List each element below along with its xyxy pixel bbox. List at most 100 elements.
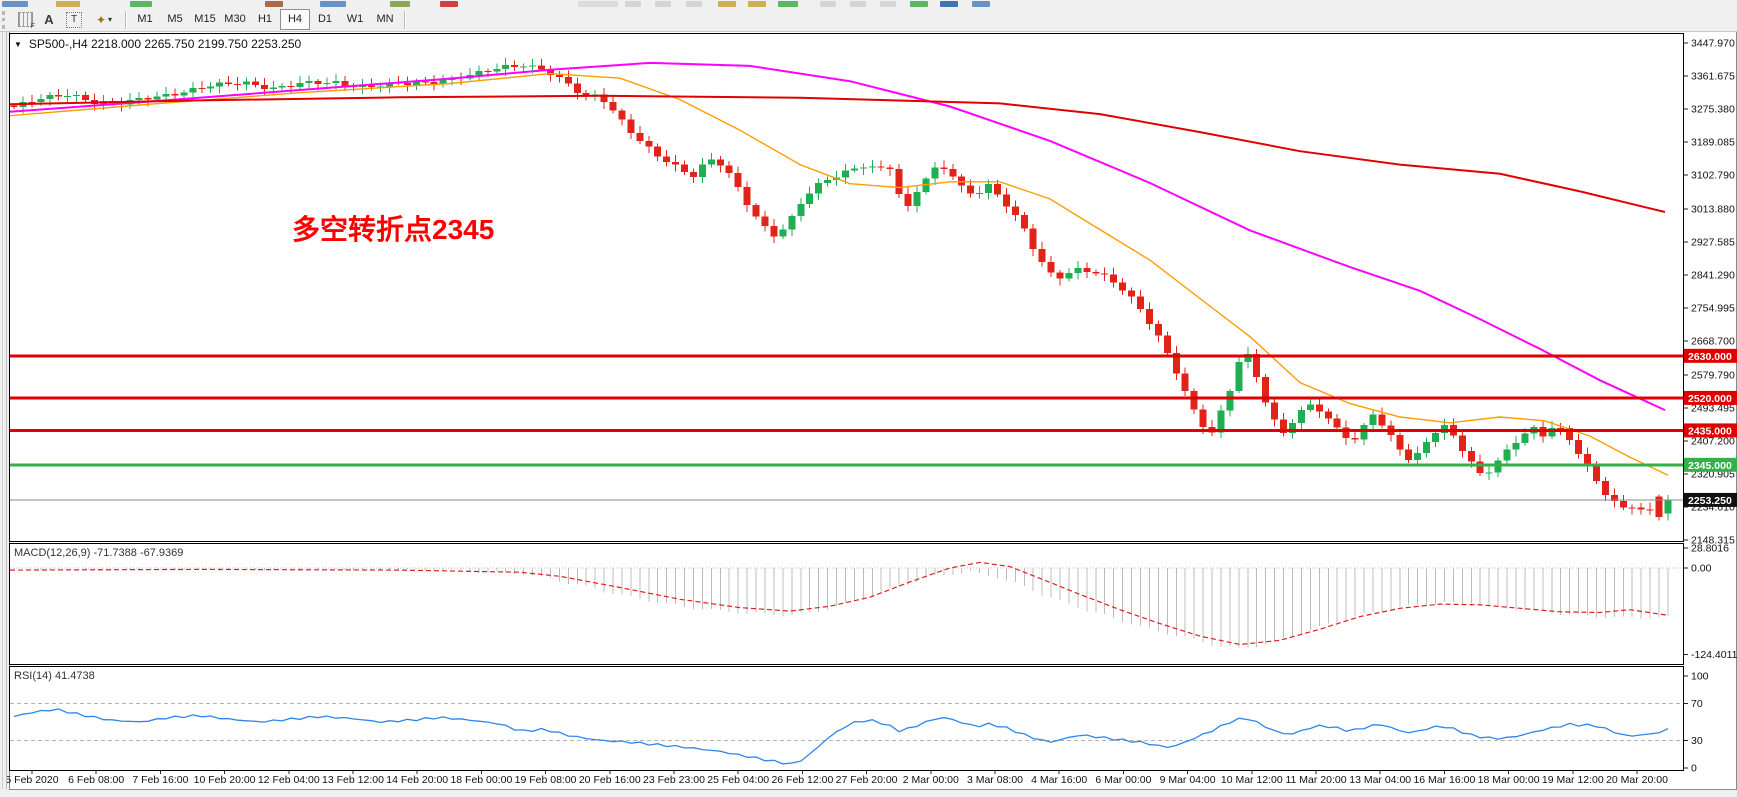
toolbar-icon-fragment[interactable] xyxy=(390,1,410,7)
toolbar-icon-fragment[interactable] xyxy=(56,1,80,7)
timeframe-button-w1[interactable]: W1 xyxy=(346,13,364,25)
toolbar-grip[interactable] xyxy=(2,10,13,29)
time-axis-label: 13 Mar 04:00 xyxy=(1349,774,1411,786)
toolbar-icon-fragment[interactable] xyxy=(655,1,671,7)
timeframe-button-d1[interactable]: D1 xyxy=(317,13,333,25)
cursor-grid-icon[interactable]: F xyxy=(15,10,35,30)
price-axis-label: 2579.790 xyxy=(1691,370,1735,382)
timeframe-button-m30[interactable]: M30 xyxy=(224,13,246,25)
timeframe-button-h4[interactable]: H4 xyxy=(280,9,310,30)
timeframe-button-h1[interactable]: H1 xyxy=(257,13,273,25)
time-axis-label: 6 Mar 00:00 xyxy=(1095,774,1151,786)
toolbar-icon-fragment[interactable] xyxy=(940,1,958,7)
time-axis-label: 18 Mar 00:00 xyxy=(1478,774,1540,786)
price-axis-label: 2668.700 xyxy=(1691,336,1735,348)
toolbar-icon-fragment[interactable] xyxy=(778,1,798,7)
macd-signal-line xyxy=(9,561,1669,646)
chart-annotation-text[interactable]: 多空转折点2345 xyxy=(292,214,495,245)
price-axis-label: 2841.290 xyxy=(1691,270,1735,282)
macd-axis-label: 0.00 xyxy=(1691,563,1712,575)
time-axis-label: 13 Feb 12:00 xyxy=(322,774,384,786)
toolbar: F A T ✦ ▾ M1 M5 M15 M30 H1 H4 D1 W1 MN xyxy=(0,8,1737,32)
time-axis-label: 16 Mar 16:00 xyxy=(1413,774,1475,786)
ma-red-line xyxy=(9,94,1666,213)
toolbar-icon-fragment[interactable] xyxy=(718,1,736,7)
toolbar-separator xyxy=(404,10,405,29)
toolbar-icon-fragment[interactable] xyxy=(578,1,618,7)
time-axis-label: 20 Mar 20:00 xyxy=(1606,774,1668,786)
price-axis-label: 3275.380 xyxy=(1691,104,1735,116)
grid-f-label: F xyxy=(30,23,35,30)
price-axis-label: 3447.970 xyxy=(1691,38,1735,50)
toolbar-icon-fragment[interactable] xyxy=(820,1,836,7)
price-axis-label: 2754.995 xyxy=(1691,303,1735,315)
toolbar-icon-fragment[interactable] xyxy=(972,1,990,7)
price-tag: 2520.000 xyxy=(1684,390,1737,405)
time-axis-label: 19 Mar 12:00 xyxy=(1542,774,1604,786)
price-axis-label: 2493.495 xyxy=(1691,403,1735,415)
timeframe-button-m1[interactable]: M1 xyxy=(137,13,153,25)
macd-axis-label: -124.4011 xyxy=(1691,649,1737,661)
timeframe-button-m5[interactable]: M5 xyxy=(167,13,183,25)
rsi-indicator-label: RSI(14) 41.4738 xyxy=(14,670,95,682)
rsi-axis-label: 30 xyxy=(1691,735,1703,747)
price-axis-label: 3189.085 xyxy=(1691,137,1735,149)
toolbar-icon-fragment[interactable] xyxy=(2,1,28,7)
macd-panel[interactable] xyxy=(9,543,1684,665)
dock-edge xyxy=(2,31,7,789)
time-axis-label: 19 Feb 08:00 xyxy=(515,774,577,786)
toolbar-icon-fragment[interactable] xyxy=(130,1,152,7)
price-tag: 2345.000 xyxy=(1684,457,1737,472)
rsi-panel[interactable] xyxy=(9,666,1684,771)
chart-title-text: SP500-,H4 2218.000 2265.750 2199.750 225… xyxy=(28,37,302,51)
time-axis-label: 12 Feb 04:00 xyxy=(258,774,320,786)
macd-indicator-label: MACD(12,26,9) -71.7388 -67.9369 xyxy=(14,547,184,559)
macd-axis[interactable]: 28.8016 0.00 -124.4011 xyxy=(1683,542,1737,661)
timeframe-button-mn[interactable]: MN xyxy=(376,13,394,25)
rsi-axis-label: 0 xyxy=(1691,763,1697,775)
horizontal-level-lines[interactable] xyxy=(10,354,1683,501)
time-axis-label: 5 Feb 2020 xyxy=(5,774,58,786)
price-axis-label: 3102.790 xyxy=(1691,170,1735,182)
rsi-line xyxy=(13,708,1669,765)
toolbar-icon-fragment[interactable] xyxy=(686,1,702,7)
toolbar-separator xyxy=(125,10,126,29)
price-axis-label: 2148.315 xyxy=(1691,535,1735,547)
timeframe-button-m15[interactable]: M15 xyxy=(194,13,216,25)
toolbar-icon-fragment[interactable] xyxy=(850,1,866,7)
time-axis-label: 2 Mar 00:00 xyxy=(903,774,959,786)
text-tool-icon[interactable]: A xyxy=(44,12,54,27)
chart-title: ▼ SP500-,H4 2218.000 2265.750 2199.750 22… xyxy=(14,37,301,51)
svg-text:2435.000: 2435.000 xyxy=(1688,425,1732,437)
toolbar-icon-fragment[interactable] xyxy=(748,1,766,7)
svg-text:2520.000: 2520.000 xyxy=(1688,393,1732,405)
toolbar-icon-fragment[interactable] xyxy=(880,1,896,7)
price-axis[interactable]: 3447.970 3361.675 3275.380 3189.085 3102.790… xyxy=(1683,38,1735,547)
toolbar-icon-fragment[interactable] xyxy=(265,1,283,7)
price-axis-label: 2927.585 xyxy=(1691,237,1735,249)
main-panel[interactable] xyxy=(9,33,1684,542)
rsi-plot[interactable] xyxy=(10,703,1683,765)
toolbar-icon-fragment[interactable] xyxy=(625,1,641,7)
t-glyph: T xyxy=(66,11,82,28)
chevron-down-icon: ▾ xyxy=(108,15,113,24)
price-tag: 2435.000 xyxy=(1684,423,1737,438)
time-axis-label: 14 Feb 20:00 xyxy=(386,774,448,786)
svg-text:2345.000: 2345.000 xyxy=(1688,460,1732,472)
styler-glyph: ✦ xyxy=(95,12,107,27)
price-axis-label: 3361.675 xyxy=(1691,71,1735,83)
toolbar-icon-fragment[interactable] xyxy=(910,1,928,7)
time-axis-label: 4 Mar 16:00 xyxy=(1031,774,1087,786)
toolbar-icon-fragment[interactable] xyxy=(440,1,458,7)
time-axis[interactable]: 5 Feb 2020 6 Feb 08:00 7 Feb 16:00 10 Feb 2… xyxy=(5,770,1668,786)
time-axis-label: 18 Feb 00:00 xyxy=(450,774,512,786)
text-label-tool-icon[interactable]: T xyxy=(63,10,85,29)
svg-text:2253.250: 2253.250 xyxy=(1688,495,1732,507)
toolbar-icon-fragment[interactable] xyxy=(320,1,346,7)
time-axis-label: 25 Feb 04:00 xyxy=(707,774,769,786)
time-axis-label: 11 Mar 20:00 xyxy=(1285,774,1346,786)
rsi-axis[interactable]: 100 70 30 0 xyxy=(1683,671,1709,775)
collapse-triangle-icon[interactable]: ▼ xyxy=(14,40,22,49)
styler-tool-icon[interactable]: ✦ ▾ xyxy=(89,10,119,29)
